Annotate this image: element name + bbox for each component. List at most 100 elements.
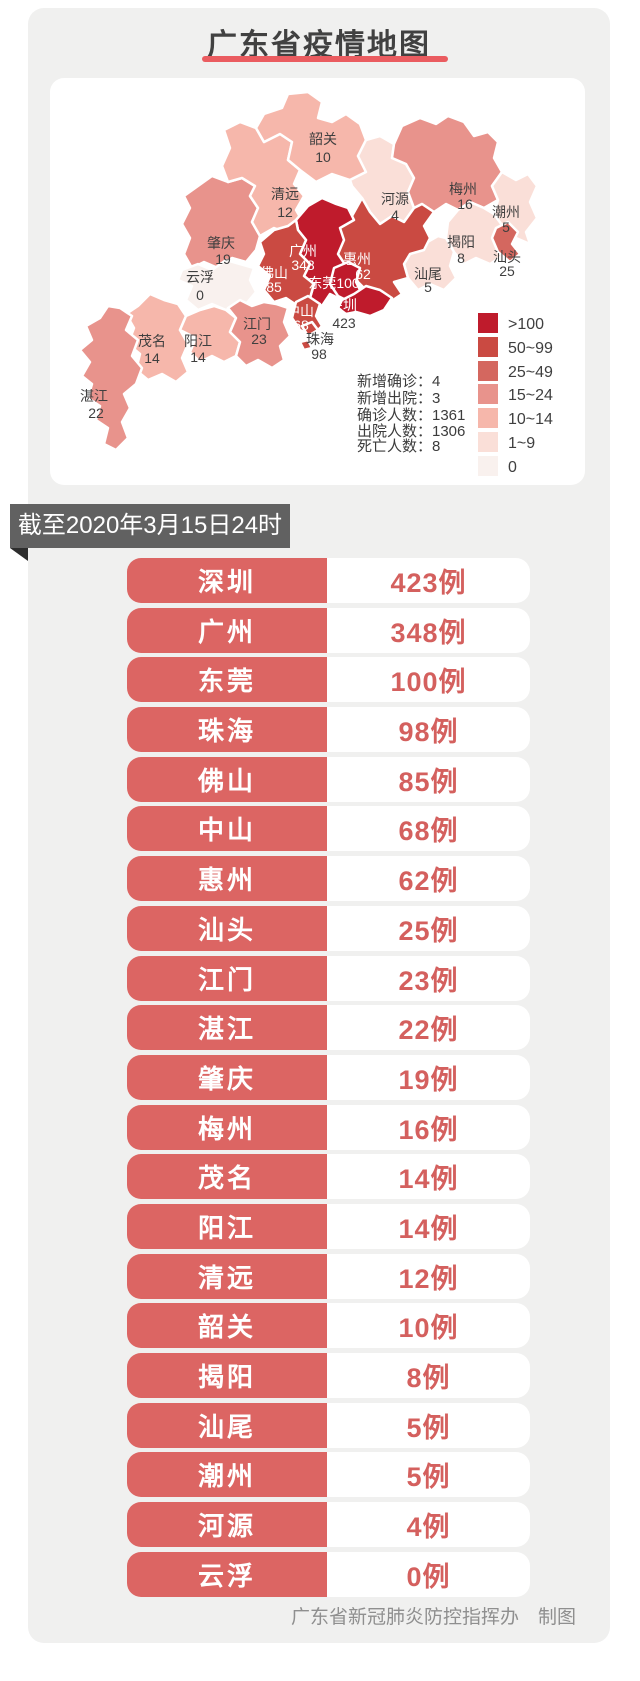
row-count: 5例	[327, 1452, 530, 1498]
row-count: 68例	[327, 806, 530, 852]
region-zhanjiang	[78, 304, 144, 452]
list-row: 广州 348例	[127, 607, 530, 653]
row-city-pill: 深圳	[127, 558, 327, 603]
label-jieyang: 揭阳	[447, 234, 475, 250]
label-zhaoqing: 肇庆	[207, 235, 235, 251]
dongguan-name: 东莞	[308, 275, 336, 291]
label-zhongshan: 中山	[286, 303, 314, 319]
value-qingyuan: 12	[277, 204, 293, 220]
legend-swatch-50-99	[478, 337, 498, 357]
row-count: 23例	[327, 955, 530, 1001]
row-city-pill: 河源	[127, 1502, 327, 1548]
legend-swatch-15-24	[478, 384, 498, 404]
value-heyuan: 4	[391, 207, 399, 223]
legend-label-0: 0	[508, 459, 517, 476]
legend-swatch-1-9	[478, 432, 498, 452]
row-city-pill: 珠海	[127, 707, 327, 753]
value-shantou: 25	[499, 263, 515, 279]
row-city-pill: 云浮	[127, 1551, 327, 1597]
label-yangjiang: 阳江	[184, 333, 212, 349]
region-maoming	[124, 292, 190, 384]
row-count: 8例	[327, 1353, 530, 1398]
row-count: 0例	[327, 1551, 530, 1597]
label-foshan: 佛山	[260, 265, 288, 281]
row-count: 25例	[327, 905, 530, 951]
row-city-pill: 江门	[127, 955, 327, 1001]
city-case-list: 深圳 423例 广州 348例 东莞 100例 珠海 98例 佛山 85例 中山 68例 惠…	[127, 558, 530, 1597]
label-yunfu: 云浮	[186, 269, 214, 285]
row-count: 14例	[327, 1154, 530, 1200]
label-shaoguan: 韶关	[309, 131, 337, 147]
legend-swatch-10-14	[478, 408, 498, 428]
value-shaoguan: 10	[315, 149, 331, 165]
row-city-pill: 湛江	[127, 1005, 327, 1051]
row-city-pill: 梅州	[127, 1104, 327, 1150]
value-shanwei: 5	[424, 279, 432, 295]
list-row: 汕头 25例	[127, 905, 530, 951]
legend-label-15-24: 15~24	[508, 387, 553, 404]
legend-label-1-9: 1~9	[508, 435, 535, 452]
row-count: 16例	[327, 1104, 530, 1150]
label-huizhou: 惠州	[343, 251, 371, 267]
row-city-pill: 东莞	[127, 657, 327, 703]
banner-fold-triangle	[10, 548, 28, 561]
list-row: 云浮 0例	[127, 1551, 530, 1597]
value-foshan: 85	[266, 279, 282, 295]
row-city-pill: 清远	[127, 1253, 327, 1299]
label-zhuhai: 珠海	[306, 331, 334, 347]
list-row: 湛江 22例	[127, 1005, 530, 1051]
list-row: 江门 23例	[127, 955, 530, 1001]
row-count: 14例	[327, 1203, 530, 1249]
row-city-pill: 广州	[127, 607, 327, 653]
list-row: 揭阳 8例	[127, 1353, 530, 1398]
row-count: 19例	[327, 1054, 530, 1100]
row-count: 62例	[327, 856, 530, 902]
list-row: 东莞 100例	[127, 657, 530, 703]
legend-swatch-25-49	[478, 361, 498, 381]
value-zhanjiang: 22	[88, 405, 104, 421]
legend-label-gt100: >100	[508, 316, 544, 333]
row-count: 10例	[327, 1303, 530, 1349]
label-zhanjiang: 湛江	[80, 388, 108, 404]
row-city-pill: 汕尾	[127, 1402, 327, 1448]
value-yangjiang: 14	[190, 349, 206, 365]
list-row: 汕尾 5例	[127, 1402, 530, 1448]
credit-line: 广东省新冠肺炎防控指挥办 制图	[290, 1607, 576, 1628]
list-row: 河源 4例	[127, 1502, 530, 1548]
stat-total-discharged: 出院人数：1306	[357, 422, 465, 440]
list-row: 梅州 16例	[127, 1104, 530, 1150]
label-meizhou: 梅州	[449, 181, 477, 197]
list-row: 深圳 423例	[127, 558, 530, 603]
row-count: 85例	[327, 756, 530, 802]
label-dongguan: 东莞100	[308, 275, 360, 291]
value-jieyang: 8	[457, 250, 465, 266]
region-foshan	[256, 218, 316, 308]
list-row: 珠海 98例	[127, 707, 530, 753]
region-shantou	[490, 220, 522, 264]
value-meizhou: 16	[457, 196, 473, 212]
row-city-pill: 茂名	[127, 1154, 327, 1200]
row-city-pill: 潮州	[127, 1452, 327, 1498]
row-city-pill: 阳江	[127, 1203, 327, 1249]
value-jiangmen: 23	[251, 331, 267, 347]
label-shenzhen: 深圳	[329, 297, 357, 313]
value-yunfu: 0	[196, 287, 204, 303]
label-heyuan: 河源	[381, 191, 409, 207]
date-banner: 截至2020年3月15日24时	[10, 504, 290, 548]
value-chaozhou: 5	[502, 219, 510, 235]
list-row: 茂名 14例	[127, 1154, 530, 1200]
list-row: 中山 68例	[127, 806, 530, 852]
list-row: 潮州 5例	[127, 1452, 530, 1498]
value-shenzhen: 423	[332, 315, 356, 331]
list-row: 惠州 62例	[127, 856, 530, 902]
label-jiangmen: 江门	[243, 316, 271, 332]
value-zhaoqing: 19	[215, 251, 231, 267]
region-jiangmen	[226, 298, 292, 370]
row-city-pill: 佛山	[127, 756, 327, 802]
row-count: 4例	[327, 1502, 530, 1548]
region-shenzhen	[336, 284, 394, 318]
row-count: 22例	[327, 1005, 530, 1051]
label-maoming: 茂名	[138, 333, 166, 349]
label-chaozhou: 潮州	[492, 204, 520, 220]
dongguan-value: 100	[336, 275, 360, 291]
